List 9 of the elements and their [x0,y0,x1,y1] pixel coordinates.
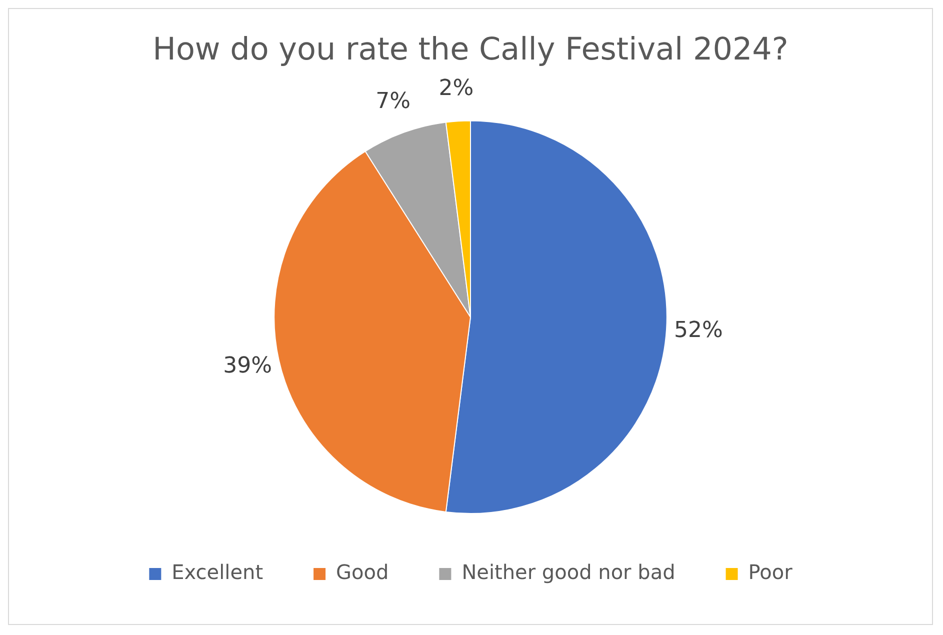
chart-title: How do you rate the Cally Festival 2024? [152,32,788,68]
legend-label: Poor [748,560,794,584]
data-label: 52% [674,318,723,344]
data-label: 2% [438,76,474,101]
data-label: 7% [376,88,411,114]
legend-label: Good [336,560,389,584]
data-label: 39% [223,354,272,379]
legend-label: Neither good nor bad [462,560,676,584]
legend-label: Excellent [172,560,264,584]
